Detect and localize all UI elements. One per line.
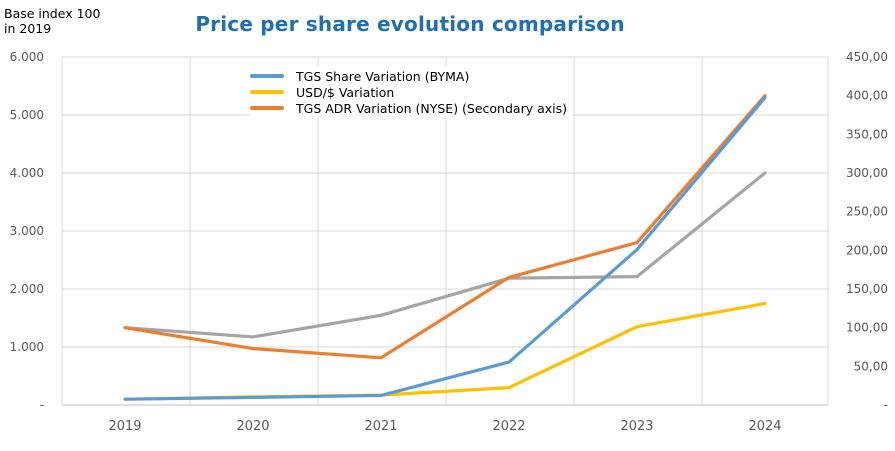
left-axis-tick-label: 2.000 bbox=[10, 282, 44, 296]
left-axis-tick-label: 1.000 bbox=[10, 340, 44, 354]
x-axis-tick-label: 2024 bbox=[748, 419, 781, 434]
left-axis-tick-label: 5.000 bbox=[10, 108, 44, 122]
legend-swatch-tgs-byma bbox=[250, 74, 284, 78]
series-line-tgs-byma bbox=[123, 95, 767, 401]
right-axis-tick-label: 200,00 bbox=[846, 243, 888, 257]
x-axis-tick-label: 2022 bbox=[492, 419, 525, 434]
legend-item-usd: USD/$ Variation bbox=[250, 84, 567, 100]
base-index-note-line-2: in 2019 bbox=[4, 21, 52, 36]
right-axis-tick-label: 300,00 bbox=[846, 166, 888, 180]
right-axis-tick-label: 400,00 bbox=[846, 89, 888, 103]
x-axis-tick-label: 2021 bbox=[364, 419, 397, 434]
chart-legend: TGS Share Variation (BYMA) USD/$ Variati… bbox=[250, 66, 574, 118]
right-axis-tick-label: 450,00 bbox=[846, 50, 888, 64]
base-index-note-line-1: Base index 100 bbox=[4, 6, 101, 21]
chart-title: Price per share evolution comparison bbox=[195, 12, 625, 36]
x-axis-tick-label: 2023 bbox=[620, 419, 653, 434]
right-axis-tick-label: 50,00 bbox=[854, 359, 888, 373]
base-index-note: Base index 100 in 2019 bbox=[4, 6, 100, 36]
left-axis-tick-label: 4.000 bbox=[10, 166, 44, 180]
legend-label-tgs-adr: TGS ADR Variation (NYSE) (Secondary axis… bbox=[296, 100, 568, 116]
right-axis-tick-label: 250,00 bbox=[846, 205, 888, 219]
legend-swatch-usd bbox=[250, 90, 284, 94]
left-axis-tick-label: 6.000 bbox=[10, 50, 44, 64]
legend-item-tgs-byma: TGS Share Variation (BYMA) bbox=[250, 68, 567, 84]
left-axis-tick-label: 3.000 bbox=[10, 224, 44, 238]
series-line-tgs-adr bbox=[123, 94, 767, 360]
legend-label-usd: USD/$ Variation bbox=[296, 84, 395, 100]
series-line-grey bbox=[123, 171, 767, 339]
x-axis-tick-label: 2020 bbox=[236, 419, 269, 434]
right-axis-tick-label: 150,00 bbox=[846, 282, 888, 296]
left-axis-tick-label: - bbox=[40, 398, 44, 412]
x-axis-tick-label: 2019 bbox=[108, 419, 141, 434]
legend-label-tgs-byma: TGS Share Variation (BYMA) bbox=[296, 68, 470, 84]
right-axis-tick-label: 100,00 bbox=[846, 321, 888, 335]
right-axis-tick-label: - bbox=[884, 398, 888, 412]
legend-swatch-tgs-adr bbox=[250, 106, 284, 110]
right-axis-tick-label: 350,00 bbox=[846, 127, 888, 141]
legend-item-tgs-adr: TGS ADR Variation (NYSE) (Secondary axis… bbox=[250, 100, 567, 116]
